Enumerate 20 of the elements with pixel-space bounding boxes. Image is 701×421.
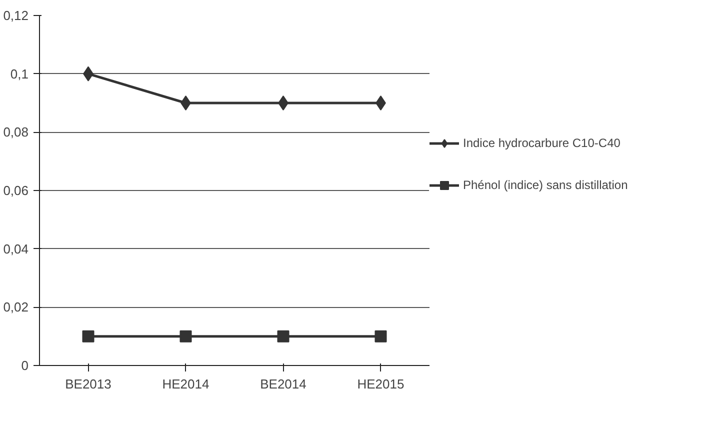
point bbox=[180, 96, 191, 110]
y-tick-label: 0,06 bbox=[3, 183, 29, 198]
legend-label: Phénol (indice) sans distillation bbox=[463, 178, 628, 192]
point bbox=[278, 96, 288, 110]
y-tick-label: 0,08 bbox=[3, 124, 29, 140]
y-tick-label: 0,12 bbox=[3, 8, 29, 23]
x-tick-label: BE2013 bbox=[65, 376, 112, 392]
y-tick-label: 0,1 bbox=[10, 66, 29, 82]
point bbox=[374, 330, 387, 342]
point bbox=[277, 330, 290, 342]
legend-label: Indice hydrocarbure C10-C40 bbox=[463, 136, 620, 150]
point bbox=[180, 330, 192, 342]
y-tick-label: 0,04 bbox=[3, 241, 29, 256]
point bbox=[82, 330, 94, 342]
y-tick-label: 0,02 bbox=[3, 300, 29, 315]
y-tick-label: 0 bbox=[21, 358, 29, 373]
x-tick-label: HE2014 bbox=[162, 376, 210, 392]
x-tick-label: HE2015 bbox=[357, 376, 404, 392]
x-tick-label: BE2014 bbox=[260, 376, 306, 392]
point bbox=[376, 96, 386, 110]
